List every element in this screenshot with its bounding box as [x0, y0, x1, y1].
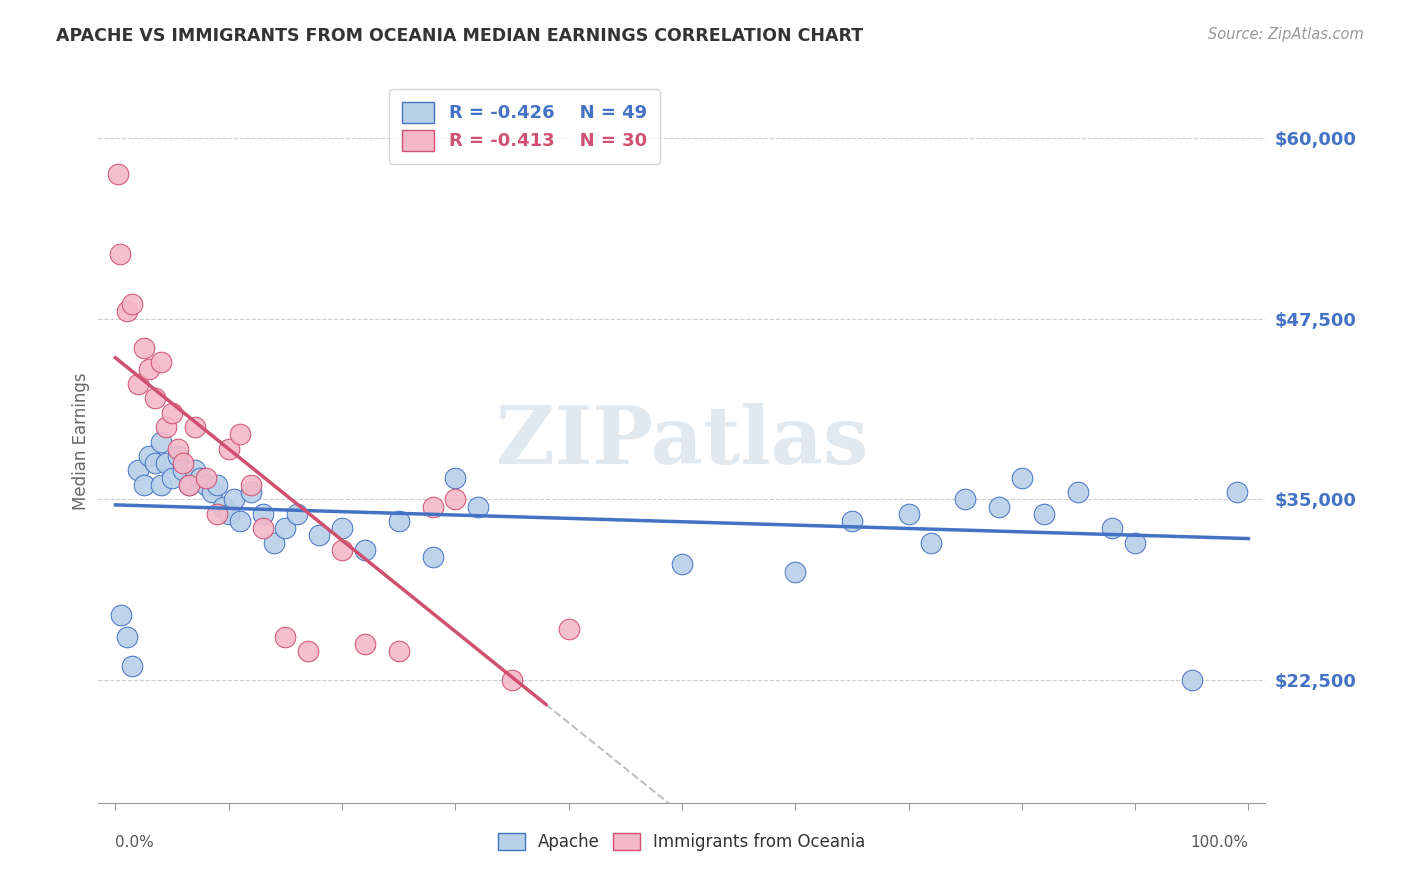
Point	[274, 630, 297, 644]
Point	[160, 406, 183, 420]
Point	[127, 376, 149, 391]
Point	[444, 492, 467, 507]
Point	[388, 644, 411, 658]
Point	[920, 535, 942, 549]
Point	[330, 521, 353, 535]
Point	[897, 507, 920, 521]
Point	[115, 304, 138, 318]
Point	[285, 507, 308, 521]
Point	[107, 167, 129, 181]
Point	[252, 507, 274, 521]
Point	[1101, 521, 1123, 535]
Point	[330, 542, 353, 557]
Point	[1067, 485, 1090, 500]
Point	[274, 521, 297, 535]
Point	[252, 521, 274, 535]
Point	[953, 492, 976, 507]
Point	[138, 449, 160, 463]
Point	[177, 478, 200, 492]
Point	[240, 485, 263, 500]
Text: APACHE VS IMMIGRANTS FROM OCEANIA MEDIAN EARNINGS CORRELATION CHART: APACHE VS IMMIGRANTS FROM OCEANIA MEDIAN…	[56, 27, 863, 45]
Point	[207, 478, 229, 492]
Text: ZIPatlas: ZIPatlas	[496, 402, 868, 481]
Text: 0.0%: 0.0%	[115, 835, 155, 849]
Point	[1181, 673, 1204, 687]
Point	[557, 623, 579, 637]
Point	[166, 442, 188, 456]
Point	[195, 478, 218, 492]
Legend: Apache, Immigrants from Oceania: Apache, Immigrants from Oceania	[489, 825, 875, 860]
Point	[183, 463, 205, 477]
Point	[155, 456, 177, 470]
Point	[172, 456, 194, 470]
Point	[444, 470, 467, 484]
Point	[218, 442, 240, 456]
Point	[1011, 470, 1033, 484]
Point	[149, 478, 172, 492]
Point	[501, 673, 523, 687]
Point	[212, 500, 235, 514]
Point	[1033, 507, 1056, 521]
Point	[229, 427, 252, 442]
Point	[841, 514, 863, 528]
Point	[467, 500, 489, 514]
Point	[353, 542, 375, 557]
Point	[183, 420, 205, 434]
Point	[224, 492, 246, 507]
Point	[388, 514, 411, 528]
Point	[218, 507, 240, 521]
Point	[229, 514, 252, 528]
Point	[166, 449, 188, 463]
Point	[308, 528, 330, 542]
Point	[149, 434, 172, 449]
Point	[785, 565, 807, 579]
Point	[115, 630, 138, 644]
Point	[422, 550, 444, 565]
Text: Source: ZipAtlas.com: Source: ZipAtlas.com	[1208, 27, 1364, 42]
Point	[207, 507, 229, 521]
Point	[263, 535, 285, 549]
Point	[240, 478, 263, 492]
Point	[108, 246, 131, 260]
Y-axis label: Median Earnings: Median Earnings	[72, 373, 90, 510]
Point	[1123, 535, 1146, 549]
Point	[143, 456, 166, 470]
Point	[297, 644, 319, 658]
Point	[132, 478, 155, 492]
Point	[160, 470, 183, 484]
Point	[172, 463, 194, 477]
Point	[353, 637, 375, 651]
Point	[138, 362, 160, 376]
Point	[988, 500, 1011, 514]
Point	[1226, 485, 1249, 500]
Point	[671, 558, 693, 572]
Point	[190, 470, 212, 484]
Point	[155, 420, 177, 434]
Point	[132, 341, 155, 355]
Point	[121, 297, 143, 311]
Point	[195, 470, 218, 484]
Point	[110, 607, 132, 622]
Point	[121, 658, 143, 673]
Point	[201, 485, 224, 500]
Point	[422, 500, 444, 514]
Text: 100.0%: 100.0%	[1191, 835, 1249, 849]
Point	[177, 478, 200, 492]
Point	[127, 463, 149, 477]
Point	[143, 391, 166, 405]
Point	[149, 355, 172, 369]
